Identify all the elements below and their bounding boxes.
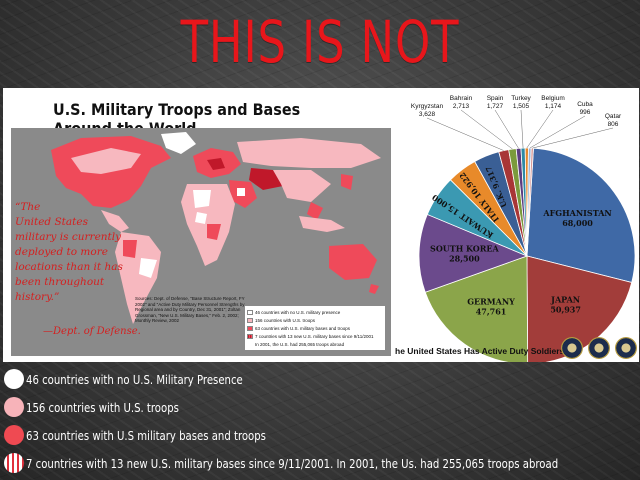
legend-row: 46 countries with no U.S. Military Prese… <box>4 365 636 393</box>
map-legend-label: In 2001, the U.S. had 255,065 troops abr… <box>255 341 345 347</box>
pie-outer-label-value: 3,628 <box>419 111 436 118</box>
quote-line: been throughout history.” <box>15 276 105 303</box>
striped-dot-icon <box>4 453 24 473</box>
quote-line: “The <box>15 201 41 213</box>
pie-outer-label-name: Kyrgyzstan <box>411 103 444 110</box>
map-legend-item: 7 countries with 13 new U.S. military ba… <box>247 332 383 340</box>
legend-text: 7 countries with 13 new U.S. military ba… <box>26 455 559 471</box>
legend-text: 46 countries with no U.S. Military Prese… <box>26 371 243 387</box>
pie-outer-label-name: Bahrain <box>450 95 473 102</box>
quote-line: military is currently <box>15 231 122 243</box>
pie-label-name: JAPAN <box>550 294 580 304</box>
pie-caption: he United States Has Active Duty Soldier… <box>395 346 565 356</box>
map-legend-label: 46 countries with no U.S. military prese… <box>255 309 341 315</box>
pie-outer-label-name: Spain <box>487 95 504 102</box>
legend-row: 63 countries with U.S military bases and… <box>4 421 636 449</box>
pie-outer-label-name: Qatar <box>605 113 622 120</box>
pie-chart-area: AFGHANISTAN 68,000 JAPAN 50,937 GERMANY 47,76… <box>391 88 639 365</box>
legend-swatch <box>247 309 253 315</box>
quote-line: deployed to more <box>15 246 108 258</box>
pie-outer-label-value: 806 <box>608 121 619 128</box>
pie-leader-line <box>526 109 554 149</box>
legend-row: 7 countries with 13 new U.S. military ba… <box>4 449 636 477</box>
pie-label-name: GERMANY <box>467 296 515 306</box>
pie-label-value: 50,937 <box>550 304 581 314</box>
pie-slice-qatar <box>526 147 534 257</box>
map-sources: Sources: Dept. of Defense, "Base Structu… <box>135 296 245 323</box>
legend-swatch <box>247 325 253 331</box>
legend-row: 156 countries with U.S. troops <box>4 393 636 421</box>
pie-leader-line <box>426 117 504 151</box>
quote-source: —Dept. of Defense. <box>43 326 141 337</box>
world-map-graphic <box>11 128 391 356</box>
pie-label-name: AFGHANISTAN <box>542 208 611 218</box>
map-legend-item: 63 countries with U.S. military bases an… <box>247 324 383 332</box>
pie-leader-line <box>529 115 586 149</box>
pie-leader-line <box>520 109 524 149</box>
quote-line: United States <box>15 216 88 228</box>
defense-quote: “The United States military is currently… <box>15 200 135 305</box>
pie-label-value: 68,000 <box>562 218 593 228</box>
pie-slice-afghanistan <box>526 147 636 283</box>
map-legend: 46 countries with no U.S. military prese… <box>245 306 385 350</box>
pie-outer-label-name: Cuba <box>577 101 593 108</box>
navy-seal-icon <box>588 337 610 359</box>
red-dot-icon <box>4 425 24 445</box>
legend-text: 156 countries with U.S. troops <box>26 399 179 415</box>
map-legend-item: 46 countries with no U.S. military prese… <box>247 308 383 316</box>
legend-swatch <box>247 317 253 323</box>
pie-outer-label-name: Turkey <box>511 95 531 102</box>
pie-outer-label-value: 1,505 <box>513 103 530 110</box>
map-legend-label: 7 countries with 13 new U.S. military ba… <box>255 333 374 339</box>
headline: THIS IS NOT “DEMOCRACY.” <box>148 8 492 156</box>
bottom-legend: 46 countries with no U.S. Military Prese… <box>4 365 636 477</box>
pie-outer-label-name: Belgium <box>541 95 564 102</box>
pie-outer-label-value: 1,174 <box>545 103 562 110</box>
pie-leader-line <box>532 127 614 149</box>
pie-label-value: 28,500 <box>449 253 480 263</box>
pie-slice-south-korea <box>418 213 529 293</box>
pie-label-name: SOUTH KOREA <box>430 243 499 253</box>
map-legend-label: 63 countries with U.S. military bases an… <box>255 325 351 331</box>
infographic-panel: U.S. Military Troops and Bases Around th… <box>3 88 639 365</box>
legend-swatch <box>247 333 253 339</box>
army-seal-icon <box>561 337 583 359</box>
pie-outer-label-value: 2,713 <box>453 103 470 110</box>
pie-outer-label-value: 1,727 <box>487 103 504 110</box>
air-force-seal-icon <box>615 337 637 359</box>
quote-line: locations than it has <box>15 261 123 273</box>
map-legend-label: 156 countries with U.S. troops <box>255 317 316 323</box>
legend-text: 63 countries with U.S military bases and… <box>26 427 266 443</box>
pie-label-value: 47,761 <box>476 306 507 316</box>
pink-dot-icon <box>4 397 24 417</box>
map-legend-item: 156 countries with U.S. troops <box>247 316 383 324</box>
pie-leader-line <box>460 109 513 150</box>
map-legend-item: In 2001, the U.S. had 255,065 troops abr… <box>247 340 383 348</box>
pie-outer-label-value: 996 <box>580 109 591 116</box>
world-map <box>11 128 391 356</box>
legend-swatch <box>247 341 253 347</box>
pie-leader-line <box>494 109 519 149</box>
white-dot-icon <box>4 369 24 389</box>
